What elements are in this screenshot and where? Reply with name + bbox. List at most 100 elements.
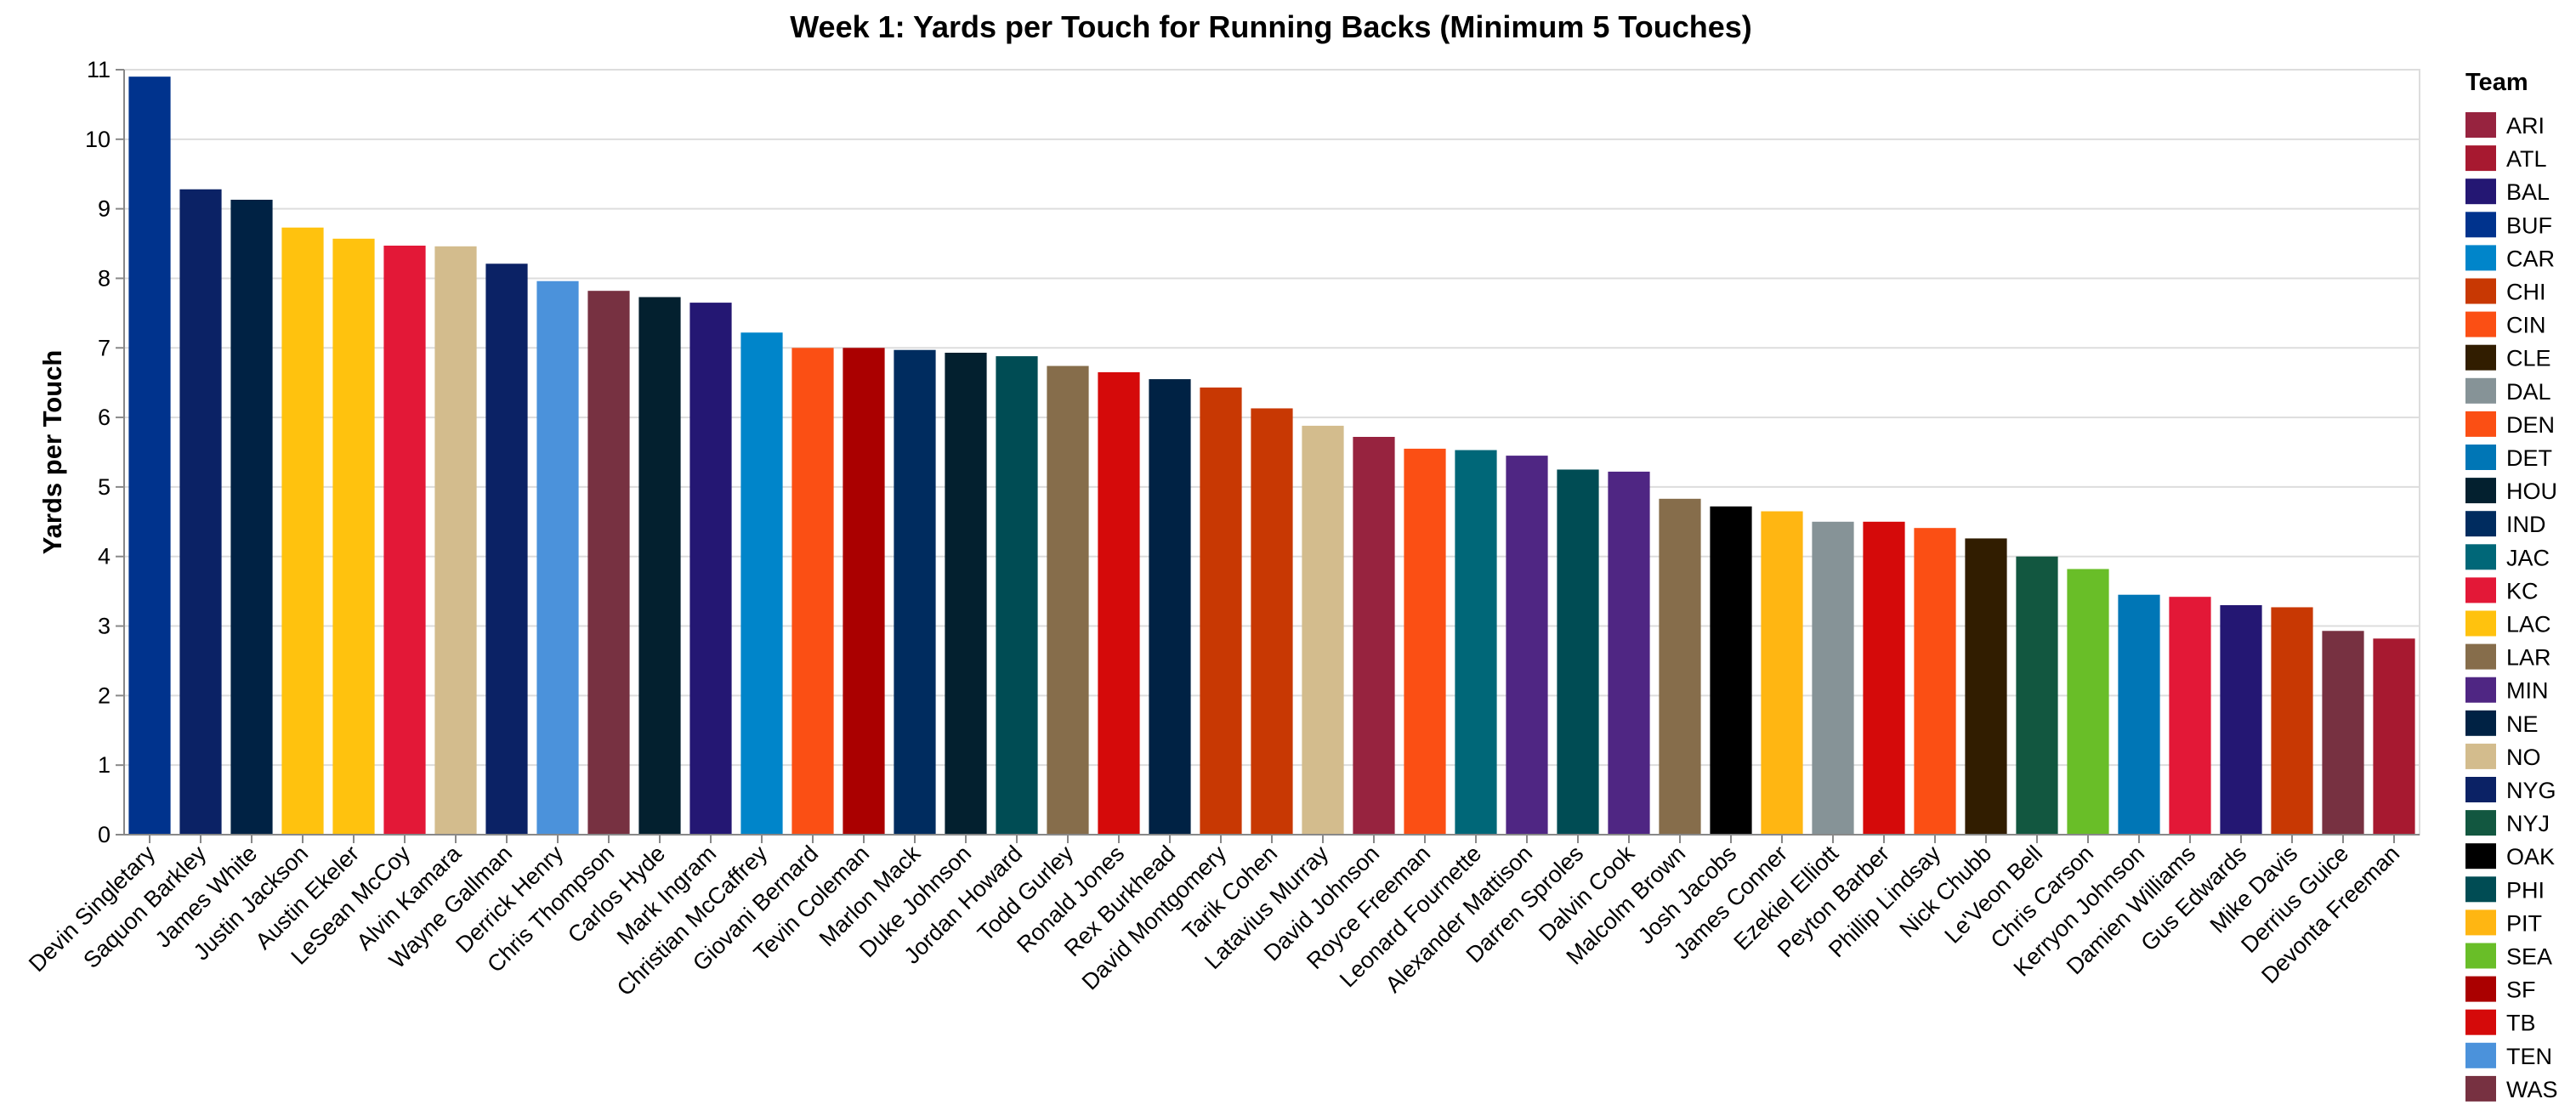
legend-label: NO — [2506, 745, 2541, 770]
legend-label: NE — [2506, 711, 2539, 737]
legend-label: IND — [2506, 512, 2546, 537]
legend-label: JAC — [2506, 545, 2550, 570]
bar: Christian McCaffrey: 7.22 — [740, 332, 783, 836]
legend-label: PIT — [2506, 910, 2542, 936]
bar: David Montgomery: 6.43 — [1200, 387, 1242, 836]
y-tick-label: 0 — [98, 822, 111, 847]
bar: Malcolm Brown: 4.83 — [1659, 498, 1701, 835]
legend-label: KC — [2506, 578, 2539, 603]
legend-label: WAS — [2506, 1077, 2558, 1102]
bar: Alexander Mattison: 5.45 — [1506, 456, 1548, 835]
legend-label: OAK — [2506, 844, 2555, 870]
legend-swatch — [2465, 876, 2496, 903]
y-tick-label: 10 — [85, 127, 111, 152]
bar: Darren Sproles: 5.25 — [1557, 469, 1599, 835]
legend-swatch — [2465, 777, 2496, 802]
legend-label: CIN — [2506, 313, 2546, 338]
y-tick-label: 3 — [98, 614, 111, 639]
bar: Marlon Mack: 6.97 — [894, 349, 936, 835]
y-tick-label: 1 — [98, 752, 111, 778]
y-tick-label: 4 — [98, 544, 111, 569]
legend-label: NYJ — [2506, 811, 2550, 836]
legend-label: SF — [2506, 977, 2536, 1003]
bar: Le'Veon Bell: 4 — [2016, 556, 2058, 835]
legend-label: BAL — [2506, 179, 2550, 205]
legend-swatch — [2465, 112, 2496, 138]
legend-label: BUF — [2506, 212, 2552, 238]
bar: Latavius Murray: 5.88 — [1302, 425, 1344, 835]
legend-swatch — [2465, 1042, 2496, 1068]
legend-swatch — [2465, 344, 2496, 371]
bar: Josh Jacobs: 4.72 — [1710, 506, 1752, 835]
bar: Ronald Jones: 6.65 — [1098, 371, 1140, 836]
legend-title: Team — [2465, 69, 2528, 96]
legend-label: PHI — [2506, 877, 2545, 903]
y-tick-label: 9 — [98, 196, 111, 222]
legend-swatch — [2465, 278, 2496, 304]
legend-label: MIN — [2506, 678, 2549, 704]
bar: Todd Gurley: 6.74 — [1047, 365, 1089, 836]
bar: Phillip Lindsay: 4.41 — [1914, 528, 1956, 835]
legend-swatch — [2465, 145, 2496, 172]
legend-swatch — [2465, 643, 2496, 670]
bar: LeSean McCoy: 8.47 — [383, 246, 426, 835]
legend-label: SEA — [2506, 944, 2552, 970]
bars: Devin Singletary: 10.9Saquon Barkley: 9.… — [128, 76, 2415, 836]
bar: James Conner: 4.65 — [1761, 511, 1803, 835]
y-axis-title: Yards per Touch — [37, 350, 67, 555]
bar: Gus Edwards: 3.3 — [2220, 605, 2262, 835]
bar: Dalvin Cook: 5.22 — [1608, 471, 1650, 835]
bar: Royce Freeman: 5.55 — [1404, 448, 1446, 835]
bar: Saquon Barkley: 9.28 — [179, 189, 222, 835]
legend-label: DEN — [2506, 412, 2555, 438]
legend-swatch — [2465, 544, 2496, 570]
legend-label: LAC — [2506, 612, 2551, 637]
y-tick-label: 7 — [98, 335, 111, 360]
legend-swatch — [2465, 976, 2496, 1002]
legend-swatch — [2465, 1009, 2496, 1035]
y-tick-label: 6 — [98, 405, 111, 430]
bar: Mike Davis: 3.27 — [2271, 607, 2313, 835]
legend-label: DET — [2506, 445, 2552, 471]
chart-title: Week 1: Yards per Touch for Running Back… — [790, 9, 1752, 44]
legend-swatch — [2465, 710, 2496, 736]
legend-swatch — [2465, 577, 2496, 603]
legend-swatch — [2465, 245, 2496, 271]
y-tick-label: 8 — [98, 265, 111, 291]
bar: Chris Carson: 3.82 — [2067, 569, 2109, 835]
legend-label: ARI — [2506, 113, 2545, 139]
bar: Rex Burkhead: 6.55 — [1149, 379, 1191, 835]
bar: Derrick Henry: 7.96 — [536, 280, 579, 835]
bar: Wayne Gallman: 8.21 — [485, 263, 528, 836]
legend-label: CLE — [2506, 346, 2551, 371]
legend-label: TB — [2506, 1011, 2536, 1036]
bar: Tevin Coleman: 7 — [843, 348, 885, 836]
bar: Devonta Freeman: 2.82 — [2373, 638, 2415, 835]
legend-label: CAR — [2506, 246, 2555, 271]
legend: Team ARI ATL BAL BUF CAR CHI CIN CLE DAL DEN DET HO… — [2465, 69, 2558, 1102]
legend-swatch — [2465, 411, 2496, 437]
bar: Devin Singletary: 10.9 — [128, 76, 171, 835]
legend-swatch — [2465, 212, 2496, 238]
y-tick-label: 2 — [98, 683, 111, 708]
bar: Alvin Kamara: 8.46 — [434, 246, 477, 835]
bar: Justin Jackson: 8.73 — [281, 227, 324, 835]
legend-swatch — [2465, 943, 2496, 969]
bar: Carlos Hyde: 7.73 — [638, 297, 681, 836]
y-tick-label: 5 — [98, 474, 111, 500]
legend-swatch — [2465, 1075, 2496, 1102]
bar: Duke Johnson: 6.93 — [945, 353, 987, 835]
bar: James White: 9.13 — [230, 200, 273, 835]
bar: Nick Chubb: 4.26 — [1965, 538, 2007, 835]
legend-label: NYG — [2506, 778, 2556, 803]
legend-swatch — [2465, 511, 2496, 537]
bar: Jordan Howard: 6.88 — [996, 356, 1038, 835]
legend-label: ATL — [2506, 146, 2547, 172]
legend-label: DAL — [2506, 379, 2551, 405]
bar: David Johnson: 5.72 — [1353, 437, 1395, 835]
bar: Peyton Barber: 4.5 — [1863, 521, 1905, 835]
legend-swatch — [2465, 311, 2496, 337]
legend-label: TEN — [2506, 1044, 2552, 1069]
